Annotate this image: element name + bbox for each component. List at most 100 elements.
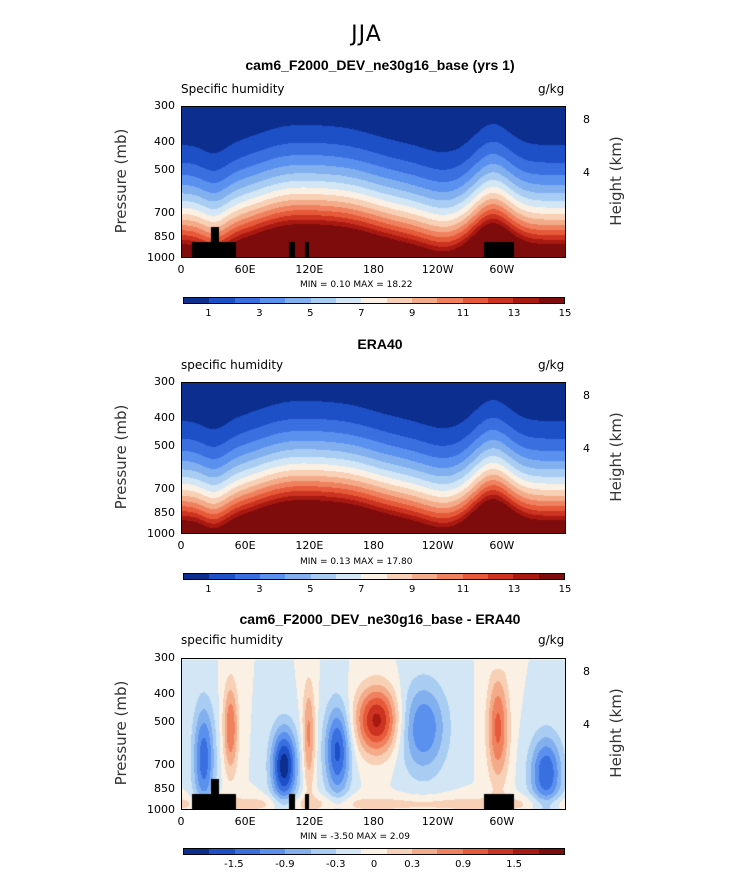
colorbar-swatch	[184, 574, 210, 579]
colorbar-swatch	[259, 849, 286, 854]
y-tick-label: 400	[154, 687, 175, 701]
colorbar-swatch	[462, 298, 488, 303]
colorbar-label: 1	[205, 584, 212, 595]
colorbar-label: 9	[409, 584, 416, 595]
colorbar-label: 3	[256, 584, 263, 595]
min-max-label: MIN = 0.13 MAX = 17.80	[300, 557, 413, 567]
x-tick-label: 120E	[295, 815, 324, 828]
y-axis-title: Pressure (mb)	[112, 404, 130, 510]
colorbar-swatch	[184, 298, 210, 303]
colorbar-swatch	[538, 849, 564, 854]
units-label: g/kg	[538, 358, 565, 372]
y-tick-label: 850	[154, 230, 175, 244]
x-tick-label: 60W	[489, 263, 515, 276]
colorbar-swatch	[411, 298, 438, 303]
units-label: g/kg	[538, 633, 565, 647]
right-axis-title: Height (km)	[607, 136, 625, 226]
min-max-label: MIN = -3.50 MAX = 2.09	[300, 832, 410, 842]
y-tick-label: 400	[154, 135, 175, 149]
variable-label: specific humidity	[181, 358, 284, 372]
y-tick-label: 300	[154, 375, 175, 388]
colorbar-swatch	[285, 849, 311, 854]
colorbar-swatch	[361, 849, 387, 854]
colorbar-label: 1	[205, 308, 212, 319]
y-tick-label: 1000	[147, 251, 175, 264]
colorbar-label: 1.5	[506, 859, 523, 870]
colorbar-swatch	[310, 849, 336, 854]
colorbar-label: 7	[358, 584, 365, 595]
colorbar-swatch	[487, 574, 514, 579]
x-tick-label: 120W	[421, 815, 454, 828]
y-axis-title: Pressure (mb)	[112, 128, 130, 234]
colorbar-swatch	[487, 849, 514, 854]
min-max-label: MIN = 0.10 MAX = 18.22	[300, 280, 413, 290]
colorbar-swatch	[234, 849, 260, 854]
colorbar-swatch	[361, 298, 387, 303]
colorbar-label: 3	[256, 308, 263, 319]
y-tick-label: 700	[154, 481, 175, 495]
heatmap-plot-area	[181, 382, 566, 534]
heatmap-plot-area	[181, 658, 566, 810]
x-tick-label: 60E	[234, 263, 256, 276]
colorbar-swatch	[335, 298, 362, 303]
colorbar-label: 5	[307, 308, 314, 319]
colorbar-swatch	[437, 574, 463, 579]
colorbar-swatch	[285, 574, 311, 579]
colorbar-swatch	[386, 849, 412, 854]
colorbar-swatch	[411, 574, 438, 579]
x-tick-label: 120W	[421, 539, 454, 552]
colorbar-swatch	[209, 574, 235, 579]
panel-title: cam6_F2000_DEV_ne30g16_base - ERA40	[239, 611, 521, 627]
colorbar-swatch	[462, 574, 488, 579]
x-tick-label: 180	[363, 539, 384, 552]
x-tick-label: 60E	[234, 539, 256, 552]
variable-label: specific humidity	[181, 633, 284, 647]
y-tick-label: 500	[154, 163, 175, 177]
panel-title: cam6_F2000_DEV_ne30g16_base (yrs 1)	[245, 57, 515, 73]
colorbar-swatch	[285, 298, 311, 303]
colorbar-label: 0	[370, 859, 378, 870]
y-tick-label: 300	[154, 99, 175, 112]
panel-title: ERA40	[357, 336, 403, 352]
colorbar-swatch	[209, 849, 235, 854]
colorbar-swatch	[209, 298, 235, 303]
x-tick-label: 120E	[295, 539, 324, 552]
colorbar-label: 13	[507, 308, 521, 319]
y-tick-label: 300	[154, 651, 175, 664]
colorbar-swatch	[437, 298, 463, 303]
right-tick-label: 8	[583, 664, 590, 678]
colorbar-label: 0.3	[404, 859, 421, 870]
y-axis-title: Pressure (mb)	[112, 680, 130, 786]
colorbar-swatch	[487, 298, 514, 303]
y-tick-label: 500	[154, 439, 175, 453]
colorbar-swatch	[335, 574, 362, 579]
colorbar-swatch	[335, 849, 362, 854]
colorbar-swatch	[310, 298, 336, 303]
heatmap-canvas	[182, 659, 565, 809]
right-tick-label: 4	[583, 717, 590, 731]
colorbar-swatch	[234, 298, 260, 303]
colorbar-label: -1.5	[224, 859, 244, 870]
colorbar-swatch	[259, 298, 286, 303]
right-tick-label: 8	[583, 388, 590, 402]
y-tick-label: 700	[154, 205, 175, 219]
colorbar	[183, 297, 565, 304]
colorbar-swatch	[386, 298, 412, 303]
colorbar-label: 11	[456, 584, 470, 595]
x-tick-label: 180	[363, 263, 384, 276]
x-tick-label: 120W	[421, 263, 454, 276]
right-tick-label: 4	[583, 441, 590, 455]
x-tick-label: 0	[177, 263, 185, 276]
right-tick-label: 8	[583, 112, 590, 126]
units-label: g/kg	[538, 82, 565, 96]
colorbar-label: -0.3	[326, 859, 346, 870]
colorbar-label: -0.9	[275, 859, 295, 870]
heatmap-plot-area	[181, 106, 566, 258]
x-tick-label: 60E	[234, 815, 256, 828]
y-tick-label: 1000	[147, 527, 175, 540]
colorbar-swatch	[538, 574, 564, 579]
right-axis-title: Height (km)	[607, 688, 625, 778]
colorbar-swatch	[234, 574, 260, 579]
colorbar-label: 15	[558, 308, 572, 319]
right-tick-label: 4	[583, 165, 590, 179]
